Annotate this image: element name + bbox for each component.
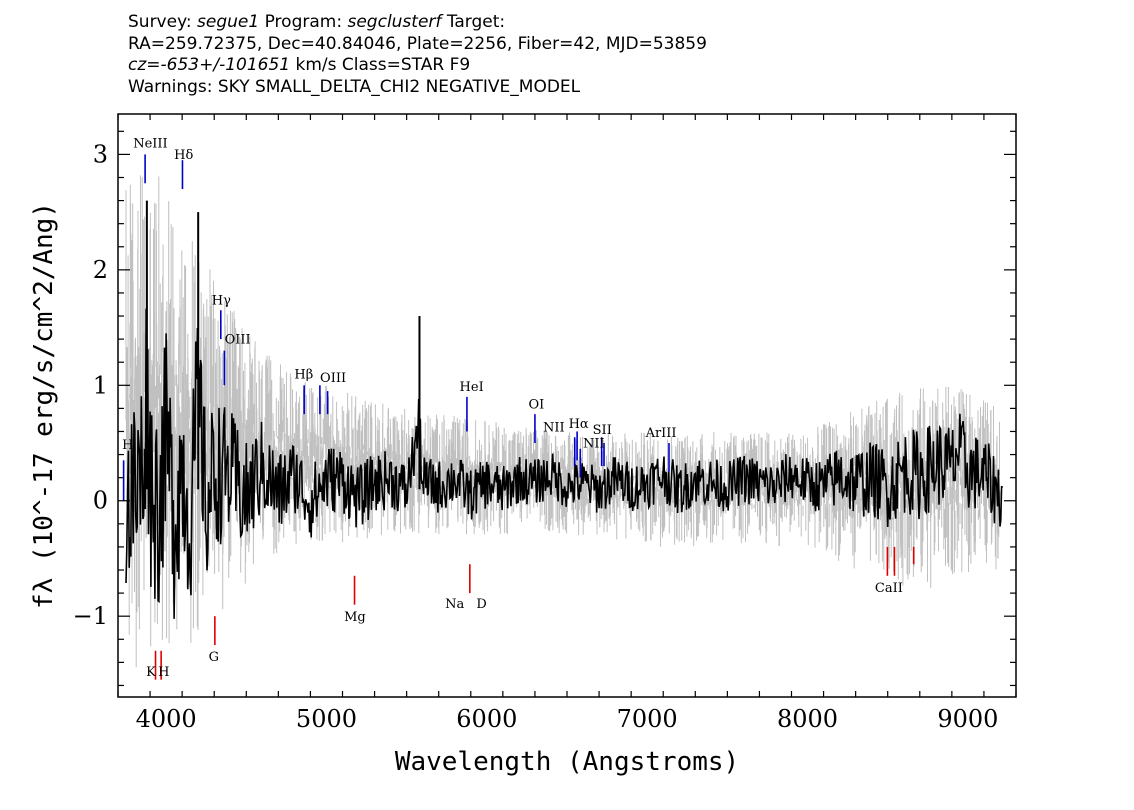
emission-line-label: OIII — [225, 333, 251, 348]
x-axis-title: Wavelength (Angstroms) — [395, 747, 739, 777]
x-tick-label: 5000 — [296, 705, 357, 733]
header-line-1: Survey: segue1 Program: segclusterf Targ… — [128, 12, 707, 34]
emission-line-label: Hδ — [174, 148, 193, 163]
emission-line-label: Hγ — [212, 293, 231, 308]
class-value: Class=STAR F9 — [341, 55, 471, 75]
redshift-value: cz=-653+/-101651 — [128, 55, 291, 75]
emission-line-label: NII — [583, 437, 605, 452]
absorption-line-label: G — [209, 650, 219, 665]
warnings-line: Warnings: SKY SMALL_DELTA_CHI2 NEGATIVE_… — [128, 76, 581, 97]
absorption-line-label: K — [146, 665, 156, 680]
x-tick-label: 7000 — [617, 705, 678, 733]
survey-value: segue1 — [197, 12, 260, 32]
y-axis-title: fλ (10^-17 erg/s/cm^2/Ang) — [29, 202, 59, 609]
emission-line-label: OI — [529, 397, 545, 412]
y-tick-label: 0 — [93, 487, 108, 515]
absorption-line-label: CaII — [875, 581, 903, 596]
emission-line-label: HeI — [460, 380, 484, 395]
header-line-3: cz=-653+/-101651 km/s Class=STAR F9 — [128, 55, 707, 77]
absorption-line-label: Na — [445, 597, 464, 612]
y-tick-label: 3 — [93, 140, 108, 168]
emission-line-label: H — [122, 438, 133, 453]
y-tick-label: 2 — [93, 256, 108, 284]
emission-line-label: Hβ — [294, 367, 313, 382]
header-line-2: RA=259.72375, Dec=40.84046, Plate=2256, … — [128, 33, 707, 54]
absorption-line-label: Mg — [344, 610, 366, 625]
redshift-units: km/s — [295, 55, 337, 75]
absorption-line-label: D — [476, 597, 486, 612]
spectrum-header: Survey: segue1 Program: segclusterf Targ… — [128, 12, 707, 98]
absorption-line-label: H — [158, 665, 169, 680]
x-tick-label: 4000 — [136, 705, 197, 733]
target-label: Target: — [446, 12, 506, 32]
x-tick-label: 6000 — [456, 705, 517, 733]
emission-line-label: NII — [543, 420, 565, 435]
program-value: segclusterf — [347, 12, 442, 32]
emission-line-label: OIII — [320, 371, 346, 386]
emission-line-label: Hα — [569, 417, 589, 432]
x-tick-label: 8000 — [777, 705, 838, 733]
plot-area — [125, 175, 1004, 668]
emission-line-label: ArIII — [645, 426, 677, 441]
flux-series-line — [125, 308, 1004, 619]
x-tick-label: 9000 — [937, 705, 998, 733]
y-tick-label: 1 — [93, 371, 108, 399]
program-label: Program: — [264, 12, 343, 32]
emission-line-label: NeIII — [133, 136, 167, 151]
survey-label: Survey: — [128, 12, 192, 32]
y-tick-label: −1 — [73, 602, 108, 630]
emission-line-label: SII — [593, 423, 612, 438]
